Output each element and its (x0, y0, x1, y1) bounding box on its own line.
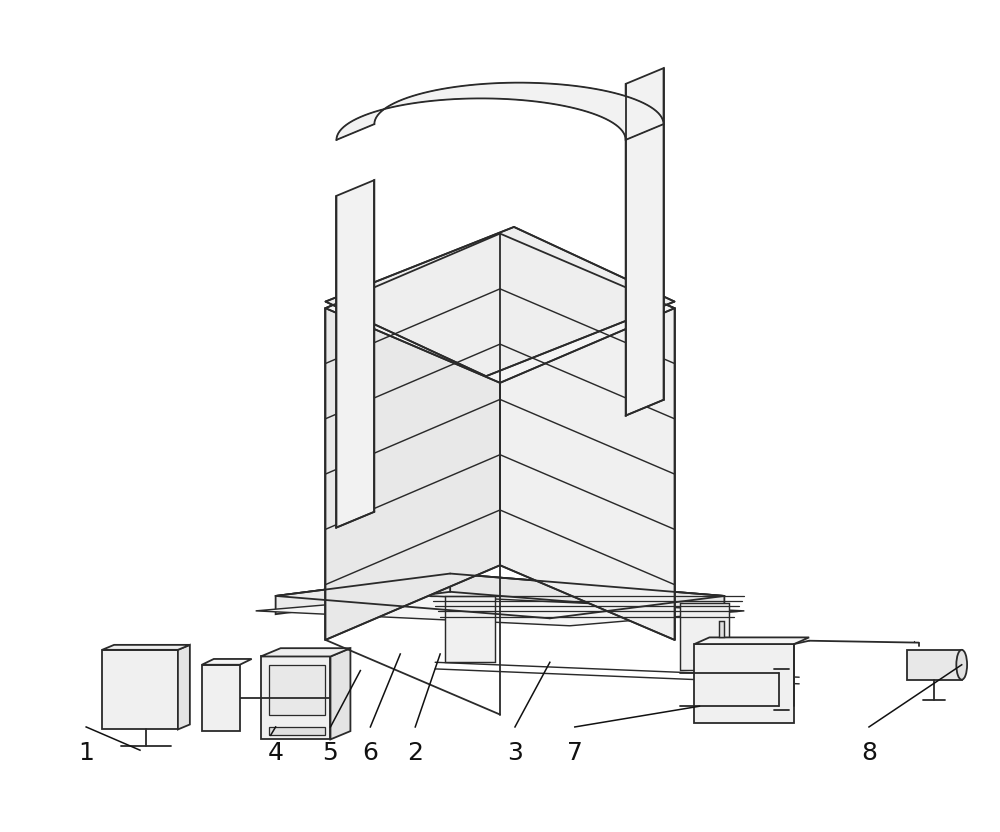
Polygon shape (330, 648, 350, 740)
Polygon shape (261, 656, 330, 740)
Text: 4: 4 (268, 741, 284, 765)
Text: 5: 5 (323, 741, 338, 765)
Polygon shape (694, 644, 794, 723)
Ellipse shape (956, 650, 967, 680)
Polygon shape (500, 234, 675, 640)
Polygon shape (445, 596, 495, 662)
Text: 3: 3 (507, 741, 523, 765)
Polygon shape (325, 234, 675, 383)
Polygon shape (276, 573, 450, 614)
Polygon shape (178, 645, 190, 730)
Polygon shape (102, 645, 190, 650)
Polygon shape (450, 573, 724, 614)
Polygon shape (325, 234, 500, 640)
Polygon shape (261, 648, 350, 656)
Polygon shape (719, 621, 724, 637)
Polygon shape (256, 596, 744, 626)
Text: 8: 8 (861, 741, 877, 765)
Polygon shape (102, 650, 178, 730)
Polygon shape (626, 68, 664, 416)
Text: 6: 6 (362, 741, 378, 765)
Polygon shape (325, 227, 675, 376)
Polygon shape (336, 82, 664, 140)
Text: 7: 7 (567, 741, 583, 765)
Polygon shape (202, 659, 252, 665)
Text: 2: 2 (407, 741, 423, 765)
Polygon shape (202, 665, 240, 731)
Polygon shape (694, 637, 809, 644)
Polygon shape (269, 727, 325, 735)
Polygon shape (907, 650, 962, 680)
Polygon shape (269, 665, 325, 715)
Text: 1: 1 (78, 741, 94, 765)
Polygon shape (336, 180, 374, 527)
Polygon shape (276, 573, 724, 618)
Polygon shape (680, 603, 729, 670)
